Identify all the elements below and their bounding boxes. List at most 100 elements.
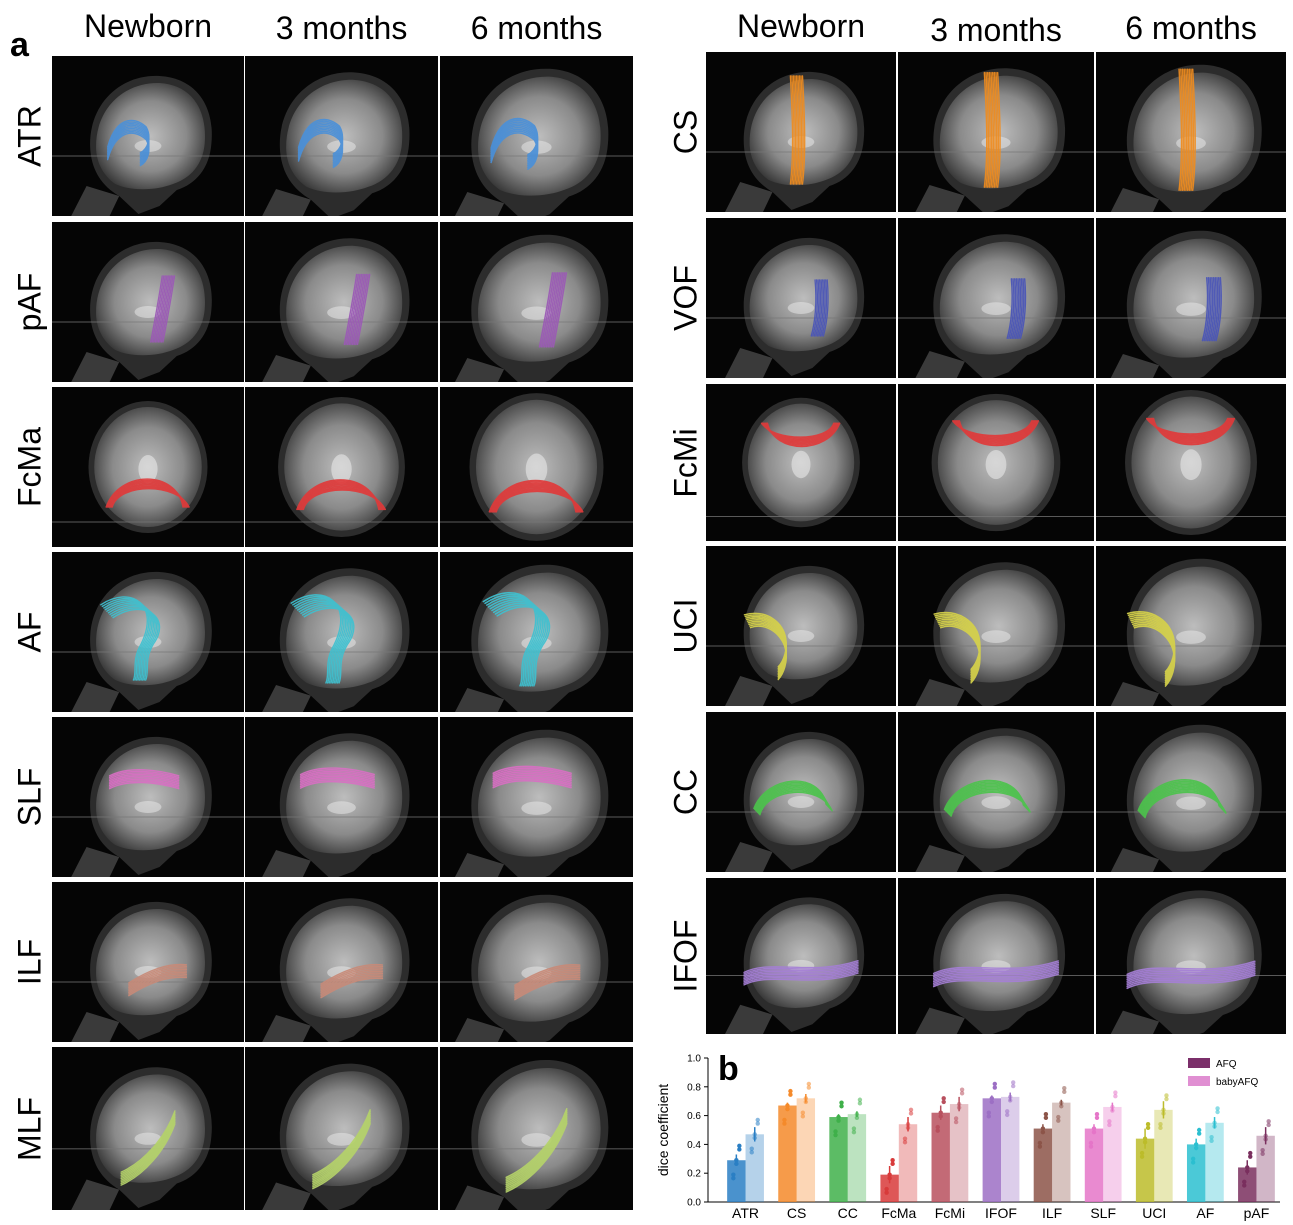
data-point <box>752 1135 757 1141</box>
panel-b-letter: b <box>718 1050 739 1088</box>
left-scan-af-newborn <box>52 552 244 712</box>
data-point <box>1040 1129 1046 1135</box>
data-point <box>1088 1140 1094 1146</box>
x-tick-label-atr: ATR <box>732 1205 759 1221</box>
data-point <box>986 1110 992 1115</box>
data-point <box>938 1110 943 1115</box>
left-row-label-ilf: ILF <box>11 938 48 986</box>
data-point <box>1113 1090 1118 1095</box>
data-point <box>755 1121 760 1126</box>
data-point <box>989 1099 995 1105</box>
data-point <box>1242 1179 1247 1185</box>
bar-babyafq-fcma <box>898 1124 918 1202</box>
data-point <box>1242 1183 1247 1188</box>
left-scan-slf-newborn <box>52 717 244 877</box>
data-point <box>1107 1122 1112 1128</box>
right-scan-cc-newborn <box>706 712 896 872</box>
data-point <box>1037 1144 1043 1149</box>
legend-label-babyafq: babyAFQ <box>1216 1077 1258 1088</box>
data-point <box>1248 1150 1253 1156</box>
right-scan-fcmi-3-months <box>898 384 1094 541</box>
y-tick-label: 0.2 <box>687 1169 701 1180</box>
x-tick-label-fcma: FcMa <box>881 1205 916 1221</box>
data-point <box>1263 1137 1268 1142</box>
right-scan-vof-6-months <box>1096 218 1286 378</box>
data-point <box>959 1091 965 1096</box>
data-point <box>890 1158 895 1163</box>
data-point <box>1088 1144 1094 1149</box>
data-point <box>1059 1100 1064 1105</box>
data-point <box>836 1114 841 1120</box>
right-row-label-vof: VOF <box>667 265 704 331</box>
data-point <box>1245 1165 1250 1170</box>
left-row-label-mlf: MLF <box>11 1096 48 1161</box>
data-point <box>1110 1108 1115 1113</box>
left-row-label-fcma: FcMa <box>11 427 48 507</box>
data-point <box>986 1114 992 1119</box>
data-point <box>1010 1083 1016 1089</box>
bar-afq-paf <box>1238 1167 1257 1202</box>
left-scan-slf-3-months <box>245 717 438 877</box>
data-point <box>908 1107 914 1113</box>
data-point <box>887 1176 892 1181</box>
data-point <box>785 1106 790 1112</box>
data-point <box>755 1117 760 1123</box>
right-col-header-newborn: Newborn <box>736 8 866 44</box>
left-scan-fcma-3-months <box>245 387 438 547</box>
data-point <box>887 1172 892 1177</box>
data-point <box>839 1100 844 1105</box>
data-point <box>1142 1140 1148 1145</box>
data-point <box>941 1096 946 1101</box>
data-point <box>890 1161 895 1167</box>
data-point <box>1260 1151 1265 1156</box>
left-scan-fcma-newborn <box>52 387 244 547</box>
data-point <box>731 1172 736 1177</box>
left-row-label-paf: pAF <box>11 272 48 332</box>
left-scan-slf-6-months <box>440 717 633 877</box>
left-scan-atr-6-months <box>440 56 633 216</box>
data-point <box>806 1085 812 1090</box>
data-point <box>902 1136 908 1141</box>
y-axis-label: dice coefficient <box>655 1084 671 1176</box>
left-scan-mlf-3-months <box>245 1047 438 1210</box>
data-point <box>833 1129 838 1134</box>
data-point <box>782 1117 787 1123</box>
data-point <box>1263 1133 1268 1138</box>
data-point <box>959 1087 965 1092</box>
bar-afq-cc <box>829 1117 848 1202</box>
left-scan-fcma-6-months <box>440 387 633 547</box>
data-point <box>1107 1119 1112 1124</box>
data-point <box>1004 1112 1010 1118</box>
data-point <box>800 1110 806 1115</box>
right-row-label-cs: CS <box>667 109 704 155</box>
right-row-label-uci: UCI <box>667 598 704 654</box>
right-scan-uci-newborn <box>706 546 896 706</box>
data-point <box>1209 1138 1214 1143</box>
bar-afq-ilf <box>1033 1128 1053 1202</box>
data-point <box>1113 1093 1118 1099</box>
bar-babyafq-ifof <box>1001 1096 1020 1202</box>
data-point <box>1190 1156 1196 1161</box>
data-point <box>992 1085 998 1090</box>
data-point <box>1037 1140 1043 1146</box>
right-col-header-3-months: 3 months <box>930 12 1062 48</box>
data-point <box>1142 1136 1148 1141</box>
data-point <box>1056 1118 1061 1123</box>
data-point <box>956 1101 962 1107</box>
bar-babyafq-ilf <box>1052 1102 1071 1202</box>
left-scan-atr-newborn <box>52 56 244 216</box>
data-point <box>1190 1160 1196 1165</box>
x-tick-label-fcmi: FcMi <box>935 1205 965 1221</box>
data-point <box>1062 1086 1067 1091</box>
data-point <box>1139 1154 1145 1159</box>
bar-afq-slf <box>1084 1128 1104 1202</box>
data-point <box>902 1140 908 1145</box>
data-point <box>1212 1120 1217 1125</box>
right-scan-vof-3-months <box>898 218 1094 378</box>
data-point <box>800 1114 806 1119</box>
data-point <box>953 1116 959 1121</box>
bar-afq-fcma <box>880 1174 899 1202</box>
data-point <box>1158 1122 1163 1127</box>
left-col-header-6-months: 6 months <box>470 10 603 46</box>
data-point <box>1158 1125 1163 1131</box>
